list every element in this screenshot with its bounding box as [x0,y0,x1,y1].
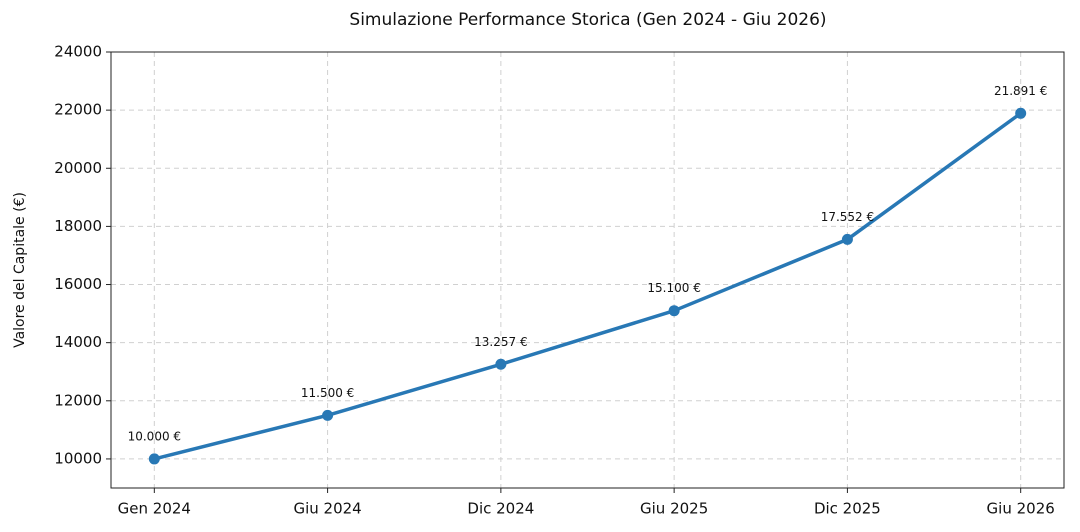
point [495,358,507,370]
y-tick-label: 24000 [54,43,102,61]
point [322,409,334,421]
point [668,305,680,317]
chart-title: Simulazione Performance Storica (Gen 202… [349,10,826,30]
x-tick-label: Giu 2025 [640,500,708,518]
y-tick-label: 10000 [54,449,102,467]
x-tick-label: Giu 2024 [293,500,361,518]
y-tick-label: 14000 [54,333,102,351]
value-label: 11.500 € [301,386,354,400]
plot-frame [110,51,1065,489]
point [148,453,160,465]
x-tick-label: Giu 2026 [987,500,1055,518]
value-label: 17.552 € [821,210,874,224]
marks [148,107,1027,465]
value-label: 13.257 € [474,335,527,349]
x-tick-label: Dic 2024 [467,500,534,518]
y-tick-label: 16000 [54,275,102,293]
y-tick-label: 12000 [54,391,102,409]
point [1015,107,1027,119]
value-label: 15.100 € [647,281,700,295]
y-tick-label: 20000 [54,159,102,177]
y-tick-label: 22000 [54,101,102,119]
x-tick-label: Dic 2025 [814,500,881,518]
x-tick-label: Gen 2024 [118,500,191,518]
point [841,233,853,245]
grid [111,51,1064,488]
y-axis-label: Valore del Capitale (€) [12,192,28,348]
value-label: 21.891 € [994,84,1047,98]
value-label: 10.000 € [128,429,181,443]
y-tick-label: 18000 [54,217,102,235]
line [153,111,1022,461]
